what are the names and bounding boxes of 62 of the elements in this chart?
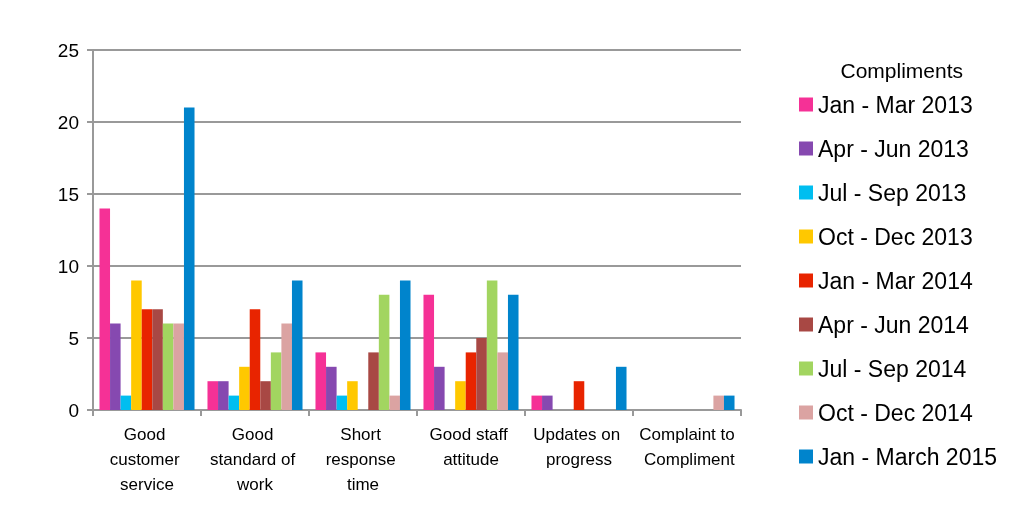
bar — [389, 395, 400, 410]
bar — [239, 366, 250, 410]
bar — [465, 352, 477, 410]
legend-label: Jan - Mar 2014 — [818, 267, 973, 294]
bar — [542, 395, 553, 410]
x-tick-label: Good customer service — [109, 425, 185, 494]
bar — [152, 309, 163, 410]
bar — [207, 381, 219, 410]
legend-label: Jul - Sep 2014 — [818, 355, 967, 382]
bar — [110, 323, 121, 410]
bar — [531, 395, 543, 410]
bar — [326, 366, 337, 410]
bar — [713, 395, 724, 410]
legend-label: Jan - Mar 2013 — [818, 91, 973, 118]
legend-label: Oct - Dec 2014 — [818, 399, 973, 426]
bar — [270, 352, 282, 410]
y-tick-label: 20 — [57, 111, 79, 133]
bar — [336, 395, 348, 410]
bar — [723, 395, 735, 410]
bar — [173, 323, 184, 410]
x-tick-label: Updates on progress — [533, 425, 625, 469]
legend-label: Apr - Jun 2013 — [818, 135, 969, 162]
bar — [183, 107, 195, 410]
bar — [141, 309, 153, 410]
bar — [315, 352, 327, 410]
bar — [486, 280, 498, 410]
bar — [368, 352, 379, 410]
y-tick-label: 15 — [57, 183, 79, 205]
x-tick-label: Good staff attitude — [429, 425, 513, 469]
bar — [218, 381, 229, 410]
legend-label: Apr - Jun 2014 — [818, 311, 970, 338]
bar — [281, 323, 292, 410]
bar — [120, 395, 132, 410]
legend-title: Compliments — [840, 59, 964, 82]
bar — [455, 381, 466, 410]
legend-label: Jul - Sep 2013 — [818, 179, 967, 206]
bar — [291, 280, 303, 410]
y-tick-label: 25 — [57, 39, 79, 61]
bar — [347, 381, 358, 410]
x-tick-label: Complaint to Compliment — [639, 425, 735, 469]
bar — [615, 366, 627, 410]
y-tick-label: 10 — [57, 255, 79, 277]
bar — [573, 381, 585, 410]
bar — [476, 338, 487, 410]
bar — [162, 323, 174, 410]
legend-label: Oct - Dec 2013 — [818, 223, 973, 250]
bar — [249, 309, 261, 410]
bar — [228, 395, 240, 410]
bar — [378, 294, 390, 410]
bar — [260, 381, 271, 410]
bar — [434, 366, 445, 410]
x-tick-label: Good standard of work — [210, 425, 300, 494]
bar — [497, 352, 508, 410]
y-tick-label: 0 — [68, 399, 79, 421]
bar — [399, 280, 411, 410]
y-tick-label: 5 — [68, 327, 79, 349]
bar — [423, 294, 435, 410]
bar — [131, 280, 142, 410]
bar — [99, 208, 111, 410]
x-tick-label: Short response time — [325, 425, 401, 494]
legend-label: Jan - March 2015 — [818, 443, 997, 470]
bar — [507, 294, 519, 410]
